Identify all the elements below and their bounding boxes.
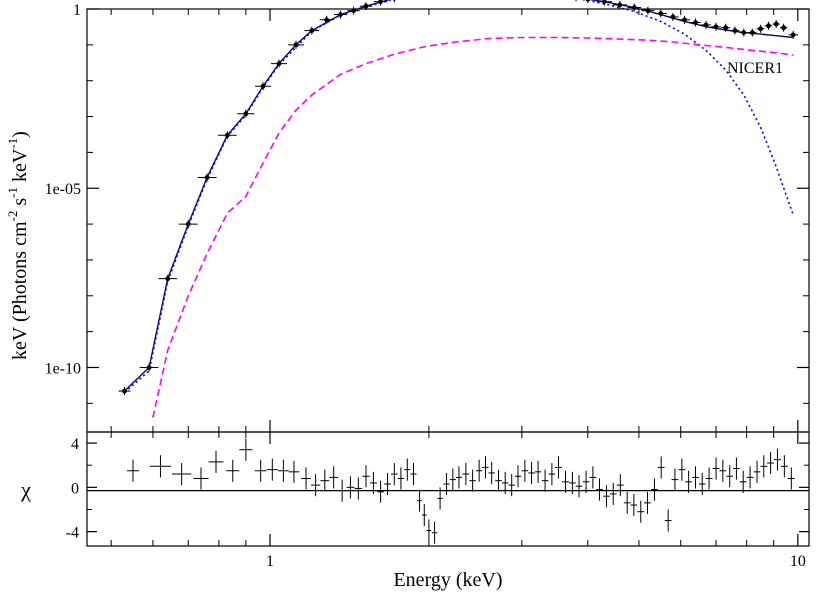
x-tick-label: 10 xyxy=(790,553,806,570)
y-label-part-2: s xyxy=(9,198,31,211)
data-point xyxy=(732,28,738,33)
y-label-part-4: ) xyxy=(9,131,31,138)
data-point xyxy=(338,12,343,17)
y-label-part-1: keV (Photons cm xyxy=(9,221,31,360)
spectrum-plot-frame xyxy=(86,8,810,433)
data-point xyxy=(670,14,676,20)
data-point xyxy=(741,30,747,35)
data-point xyxy=(723,25,729,31)
y-label-exponent-2: -1 xyxy=(5,187,20,198)
data-point xyxy=(309,28,315,33)
data-point xyxy=(773,21,779,27)
data-point xyxy=(204,175,210,180)
data-point xyxy=(713,24,719,30)
data-point xyxy=(276,61,282,66)
y-label-part-3: keV xyxy=(9,148,31,187)
chi-tick-label: 4 xyxy=(71,436,79,453)
y-label-exponent-1: -2 xyxy=(5,211,20,222)
data-point xyxy=(617,2,623,8)
chi-tick-label: 0 xyxy=(71,480,79,497)
data-point xyxy=(749,30,755,35)
dotted-model-component xyxy=(123,0,794,394)
data-point xyxy=(645,8,651,14)
residuals-panel: 4 0 -4 1 10 χ Energy (keV) xyxy=(20,431,810,591)
data-point xyxy=(165,276,171,282)
spectrum-y-ticks: 1 1e-05 1e-10 xyxy=(45,2,809,404)
dashed-model-component xyxy=(152,36,794,418)
data-point xyxy=(363,3,369,9)
data-point xyxy=(790,32,796,38)
data-point xyxy=(146,365,152,370)
data-point xyxy=(324,17,330,23)
total-model-curve xyxy=(124,0,794,392)
data-point xyxy=(693,20,698,25)
data-point xyxy=(601,0,607,5)
data-point xyxy=(260,83,266,89)
residuals-x-ticks: 1 10 xyxy=(110,432,806,570)
data-point xyxy=(781,25,787,31)
y-label-exponent-3: -1 xyxy=(5,138,20,149)
y-tick-label: 1e-05 xyxy=(45,181,81,198)
data-point xyxy=(224,132,230,138)
spectrum-series xyxy=(118,0,798,418)
y-tick-label: 1e-10 xyxy=(45,360,81,377)
residuals-series xyxy=(87,438,809,544)
data-point xyxy=(585,0,590,2)
data-point xyxy=(758,26,763,32)
chi-tick-label: -4 xyxy=(66,525,79,542)
data-point xyxy=(185,221,191,227)
data-point xyxy=(682,17,687,23)
data-point xyxy=(351,8,357,14)
residuals-plot-frame xyxy=(86,431,810,547)
spectrum-y-axis-label: keV (Photons cm-2 s-1 keV-1) xyxy=(5,131,31,360)
residuals-y-ticks: 4 0 -4 xyxy=(66,436,809,542)
data-point xyxy=(703,22,709,28)
model-annotation: NICER1 xyxy=(727,60,783,77)
residuals-y-axis-label: χ xyxy=(20,477,31,502)
spectrum-x-ticks xyxy=(110,9,799,432)
data-point xyxy=(658,11,664,16)
data-point xyxy=(122,388,127,394)
data-point xyxy=(378,0,384,5)
data-point xyxy=(293,42,299,48)
data-point xyxy=(631,5,637,10)
y-tick-label: 1 xyxy=(73,2,81,19)
x-axis-label: Energy (keV) xyxy=(393,569,502,591)
data-point xyxy=(766,23,771,29)
data-point xyxy=(392,0,396,1)
x-tick-label: 1 xyxy=(266,553,274,570)
data-point xyxy=(243,111,249,117)
